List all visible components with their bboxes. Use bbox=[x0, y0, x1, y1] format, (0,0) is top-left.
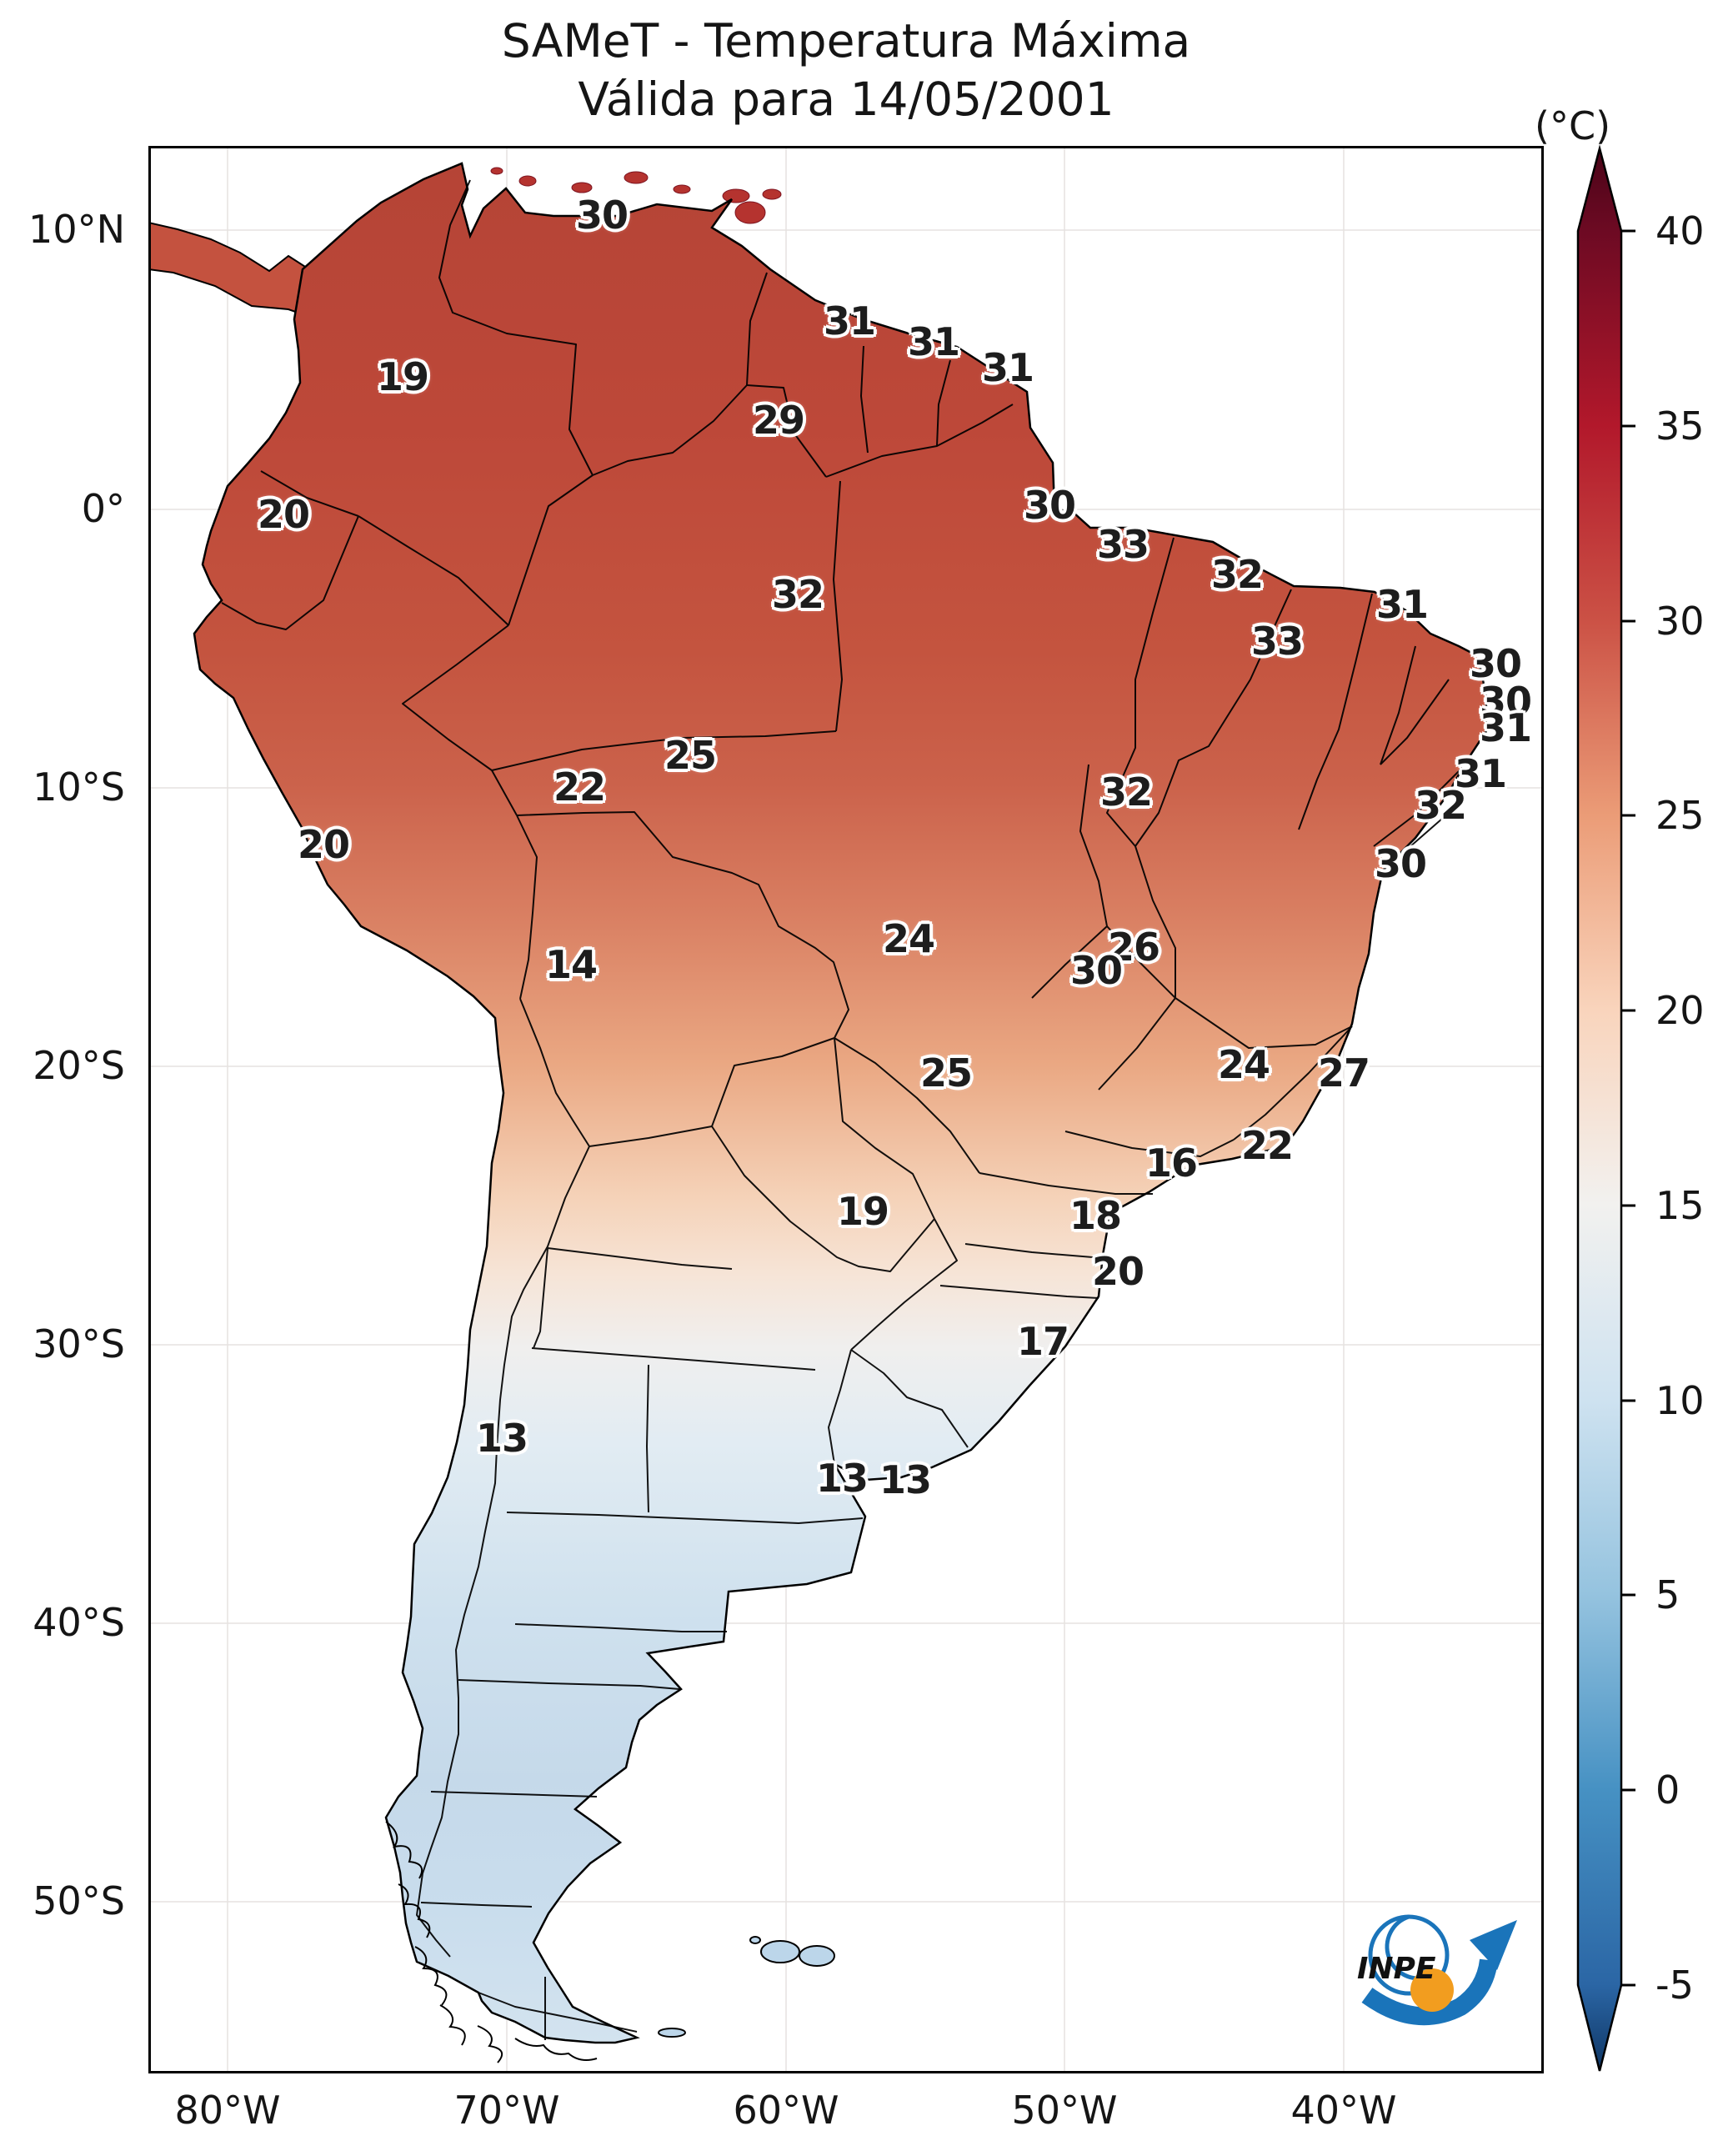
station-temp-label: 25 bbox=[919, 1050, 973, 1096]
lat-tick-label: 10°S bbox=[33, 764, 125, 810]
station-temp-label: 32 bbox=[1210, 552, 1264, 597]
station-temp-label: 22 bbox=[1240, 1123, 1294, 1168]
colorbar-unit-label: (°C) bbox=[1535, 103, 1611, 148]
colorbar bbox=[1576, 144, 1635, 2072]
inpe-logo-arrow-icon bbox=[1361, 1958, 1498, 2026]
fjord-coast-texture bbox=[385, 1821, 598, 2063]
station-temp-label: 30 bbox=[1023, 483, 1076, 528]
colorbar-tick-label: 10 bbox=[1655, 1378, 1705, 1423]
station-temp-label: 25 bbox=[664, 733, 717, 778]
inpe-logo-sun-icon bbox=[1410, 1968, 1454, 2012]
lat-tick-label: 40°S bbox=[33, 1599, 125, 1645]
lon-tick-label: 40°W bbox=[1290, 2088, 1397, 2133]
colorbar-tick-label: 15 bbox=[1655, 1183, 1705, 1228]
station-temp-label: 24 bbox=[882, 916, 935, 961]
station-temp-label: 31 bbox=[1479, 705, 1532, 750]
colorbar-tick-label: 20 bbox=[1655, 988, 1705, 1033]
colorbar-tick-label: 40 bbox=[1655, 208, 1705, 253]
station-temp-label: 31 bbox=[1375, 582, 1429, 627]
station-temp-label: 14 bbox=[544, 942, 598, 987]
station-temp-label: 31 bbox=[1454, 751, 1507, 796]
station-temp-label: 16 bbox=[1144, 1141, 1198, 1186]
station-temp-label: 13 bbox=[879, 1457, 932, 1502]
figure-title-line1: SAMeT - Temperatura Máxima bbox=[501, 14, 1191, 68]
colorbar-tick-label: 30 bbox=[1655, 599, 1705, 644]
colorbar-tick-label: 25 bbox=[1655, 793, 1705, 838]
station-temp-label: 19 bbox=[836, 1189, 889, 1234]
lat-tick-label: 50°S bbox=[33, 1878, 125, 1923]
lat-tick-label: 0° bbox=[81, 485, 125, 531]
station-temp-label: 30 bbox=[1479, 679, 1532, 724]
station-temp-label: 20 bbox=[257, 492, 310, 537]
lat-tick-label: 30°S bbox=[33, 1321, 125, 1366]
station-temp-label: 27 bbox=[1317, 1050, 1370, 1096]
station-temp-label: 33 bbox=[1096, 522, 1150, 567]
colorbar-tick-label: 0 bbox=[1655, 1767, 1680, 1813]
station-temp-label: 30 bbox=[575, 193, 629, 238]
lat-tick-label: 20°S bbox=[33, 1042, 125, 1088]
station-temp-label: 33 bbox=[1250, 619, 1304, 664]
political-boundaries bbox=[221, 179, 1466, 2040]
station-temp-label: 20 bbox=[297, 822, 350, 867]
colorbar-tick-marks bbox=[1621, 229, 1635, 1987]
station-temp-label: 13 bbox=[815, 1456, 869, 1501]
inpe-logo: INPE bbox=[1357, 1914, 1517, 2026]
colorbar-tick-label: 35 bbox=[1655, 404, 1705, 449]
lat-tick-label: 10°N bbox=[28, 206, 125, 252]
station-temp-label: 32 bbox=[1414, 783, 1467, 828]
figure-title-line2: Válida para 14/05/2001 bbox=[578, 73, 1114, 126]
station-temp-label: 30 bbox=[1374, 841, 1427, 886]
caribbean-islands bbox=[490, 167, 782, 224]
station-temp-label: 19 bbox=[376, 354, 429, 399]
inpe-logo-text: INPE bbox=[1357, 1952, 1436, 1986]
plot-frame bbox=[148, 146, 1544, 2073]
lon-tick-label: 80°W bbox=[174, 2088, 281, 2133]
station-temp-label: 26 bbox=[1107, 925, 1160, 970]
station-temp-label: 30 bbox=[1069, 948, 1123, 993]
colorbar-tick-label: 5 bbox=[1655, 1572, 1680, 1617]
station-temp-label: 24 bbox=[1217, 1042, 1270, 1087]
station-temp-label: 30 bbox=[1469, 641, 1522, 686]
station-temp-label: 31 bbox=[823, 298, 876, 343]
colorbar-tick-label: -5 bbox=[1655, 1963, 1694, 2008]
lon-tick-label: 60°W bbox=[733, 2088, 839, 2133]
south-america-temperature-map: INPE bbox=[148, 146, 1544, 2073]
station-temp-label: 31 bbox=[907, 319, 960, 364]
colorbar-gradient-bar bbox=[1576, 144, 1623, 2072]
station-temp-label: 32 bbox=[771, 572, 824, 617]
station-temp-label: 17 bbox=[1016, 1319, 1069, 1364]
station-temp-label: 31 bbox=[981, 345, 1034, 390]
falkland-islands bbox=[658, 1936, 835, 2038]
lon-tick-label: 50°W bbox=[1011, 2088, 1118, 2133]
station-temp-label: 22 bbox=[553, 765, 606, 810]
station-temp-label: 20 bbox=[1091, 1249, 1144, 1294]
station-temp-label: 18 bbox=[1069, 1193, 1122, 1238]
station-temp-label: 32 bbox=[1099, 770, 1153, 815]
lon-tick-label: 70°W bbox=[453, 2088, 560, 2133]
station-temp-label: 29 bbox=[752, 398, 805, 443]
station-temp-label: 13 bbox=[475, 1416, 528, 1461]
